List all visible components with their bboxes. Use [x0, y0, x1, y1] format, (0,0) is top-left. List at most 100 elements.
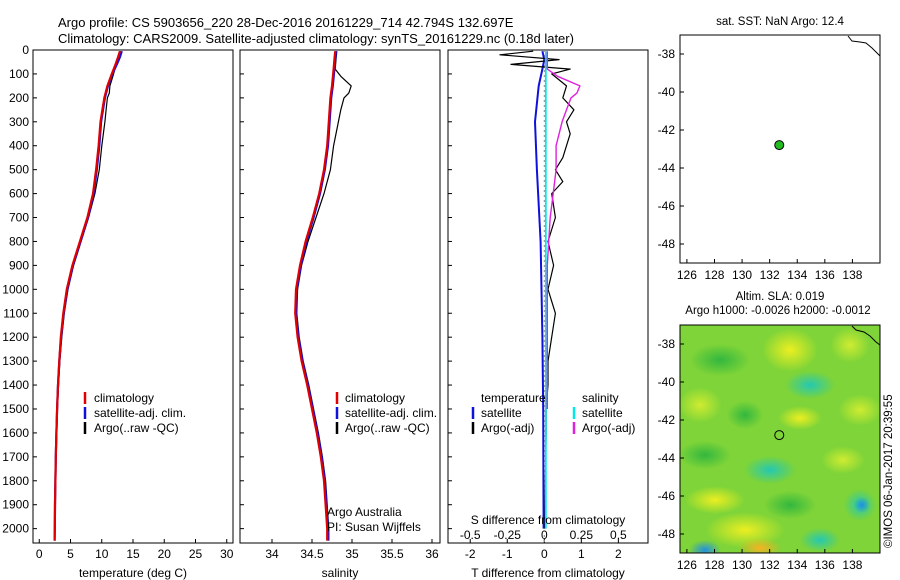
x-tick-label: 15	[126, 547, 140, 561]
depth-axis: 0 100 200 300 400 500 600 700 800 900 1000 1100 1200…	[2, 43, 37, 536]
x2-tick-label: 0.5	[610, 528, 627, 542]
sst-map-panel: sat. SST: NaN Argo: 12.4 126 128 130 132 134…	[658, 16, 881, 282]
depth-tick-label: 800	[9, 234, 29, 248]
depth-tick-label: 1200	[2, 330, 29, 344]
difference-legend: temperature satellite Argo(-adj) salinit…	[471, 391, 635, 435]
lon-tick-label: 136	[815, 558, 835, 572]
x-tick-label: 0	[541, 547, 548, 561]
salinity-panel: 34 34.5 35 35.5 36 climatology satellite-adj…	[239, 49, 441, 580]
lon-tick-label: 138	[842, 268, 862, 282]
sst-map-markers	[774, 140, 785, 151]
series-climatology	[53, 50, 121, 541]
temperature-x-label: temperature (deg C)	[79, 566, 187, 580]
depth-tick-label: 1300	[2, 354, 29, 368]
lon-tick-label: 134	[787, 268, 807, 282]
x-tick-label: 20	[158, 547, 172, 561]
lat-tick-label: -48	[658, 527, 676, 541]
legend-label-argo: Argo(..raw -QC)	[94, 421, 179, 435]
temperature-legend: climatology satellite-adj. clim. Argo(..…	[83, 391, 186, 435]
x2-tick-label: -0.25	[494, 528, 522, 542]
depth-tick-label: 0	[22, 43, 29, 57]
temperature-series	[53, 50, 123, 541]
sla-heatmap	[680, 325, 880, 553]
temperature-x-axis: 0 5 10 15 20 25 30	[36, 539, 234, 561]
depth-tick-label: 200	[9, 91, 29, 105]
lat-tick-label: -44	[658, 451, 676, 465]
x-tick-label: 35	[345, 547, 359, 561]
series-t-satellite	[534, 50, 546, 529]
sla-map-subtitle: Argo h1000: -0.0026 h2000: -0.0012	[685, 305, 870, 317]
temperature-plot-frame	[32, 49, 234, 544]
depth-tick-label: 400	[9, 139, 29, 153]
legend-title-temperature: temperature	[481, 391, 546, 405]
lon-tick-label: 126	[677, 558, 697, 572]
lat-tick-label: -38	[658, 47, 676, 61]
argo-float-marker	[774, 430, 785, 441]
depth-tick-label: 2000	[2, 522, 29, 536]
sla-map-axes: 126 128 130 132 134 136 138 -38 -40 -42 -44 -46 -48	[658, 337, 863, 572]
temperature-panel: 0100200300400500600700800900100011001200…	[2, 43, 233, 580]
legend-label-satellite: satellite-adj. clim.	[94, 406, 186, 420]
salinity-series	[294, 51, 352, 541]
chart-title-line2: Climatology: CARS2009. Satellite-adjuste…	[58, 31, 574, 46]
coastline	[847, 35, 881, 57]
x-tick-label: 25	[189, 547, 203, 561]
depth-tick-label: 1900	[2, 498, 29, 512]
sst-map-title: sat. SST: NaN Argo: 12.4	[716, 16, 844, 28]
lon-tick-label: 128	[704, 268, 724, 282]
lon-tick-label: 126	[677, 268, 697, 282]
lon-tick-label: 132	[760, 558, 780, 572]
depth-tick-label: 300	[9, 115, 29, 129]
salinity-legend: climatology satellite-adj. clim. Argo(..…	[335, 391, 437, 435]
lon-tick-label: 134	[787, 558, 807, 572]
imos-credit: ©IMOS 06-Jan-2017 20:39:55	[883, 394, 895, 548]
depth-tick-label: 500	[9, 163, 29, 177]
lat-tick-label: -42	[658, 123, 676, 137]
legend-label-t-satellite: satellite	[481, 406, 522, 420]
sla-map-title: Altim. SLA: 0.019	[736, 291, 825, 303]
x-tick-label: 35.5	[380, 547, 404, 561]
x-tick-label: -2	[465, 547, 476, 561]
lat-tick-label: -44	[658, 161, 676, 175]
x-tick-label: -1	[502, 547, 513, 561]
depth-tick-label: 100	[9, 67, 29, 81]
legend-label-t-argo: Argo(-adj)	[481, 421, 534, 435]
legend-label-s-argo: Argo(-adj)	[582, 421, 635, 435]
depth-tick-label: 1000	[2, 282, 29, 296]
lat-tick-label: -42	[658, 413, 676, 427]
x-tick-label: 36	[425, 547, 439, 561]
x-tick-label: 34	[265, 547, 279, 561]
t-difference-label: T difference from climatology	[471, 566, 625, 580]
lon-tick-label: 132	[760, 268, 780, 282]
s-difference-x-axis: -0.5-0.2500.250.5	[460, 528, 627, 542]
lat-tick-label: -40	[658, 85, 676, 99]
difference-panel: -2 -1 0 1 2 -0.5 -0.25 0 0.25 0.5 temperature sa…	[447, 49, 649, 580]
depth-tick-label: 1800	[2, 474, 29, 488]
chart-title-line1: Argo profile: CS 5903656_220 28-Dec-2016…	[58, 15, 514, 30]
salinity-x-label: salinity	[322, 566, 359, 580]
lon-tick-label: 130	[732, 558, 752, 572]
lat-tick-label: -46	[658, 489, 676, 503]
argo-float-marker	[774, 140, 785, 151]
legend-title-salinity: salinity	[582, 391, 619, 405]
sla-map-panel: Altim. SLA: 0.019 Argo h1000: -0.0026 h2…	[658, 291, 881, 572]
legend-label-argo: Argo(..raw -QC)	[345, 421, 430, 435]
legend-label-climatology: climatology	[94, 391, 154, 405]
legend-label-climatology: climatology	[345, 391, 405, 405]
salinity-x-axis: 34 34.5 35 35.5 36	[265, 539, 439, 561]
series-s-argo-adj	[546, 51, 581, 409]
sla-map-markers	[774, 430, 785, 441]
legend-label-s-satellite: satellite	[582, 406, 623, 420]
depth-tick-label: 1400	[2, 378, 29, 392]
legend-label-satellite: satellite-adj. clim.	[345, 406, 437, 420]
x-tick-label: 0	[36, 547, 43, 561]
pi-label: PI: Susan Wijffels	[327, 520, 421, 534]
argo-australia-label: Argo Australia	[327, 505, 402, 519]
x-tick-label: 10	[95, 547, 109, 561]
x-tick-label: 1	[578, 547, 585, 561]
x-tick-label: 2	[615, 547, 622, 561]
x2-tick-label: -0.5	[460, 528, 481, 542]
difference-y-ticks	[448, 49, 452, 530]
x-tick-label: 30	[220, 547, 234, 561]
